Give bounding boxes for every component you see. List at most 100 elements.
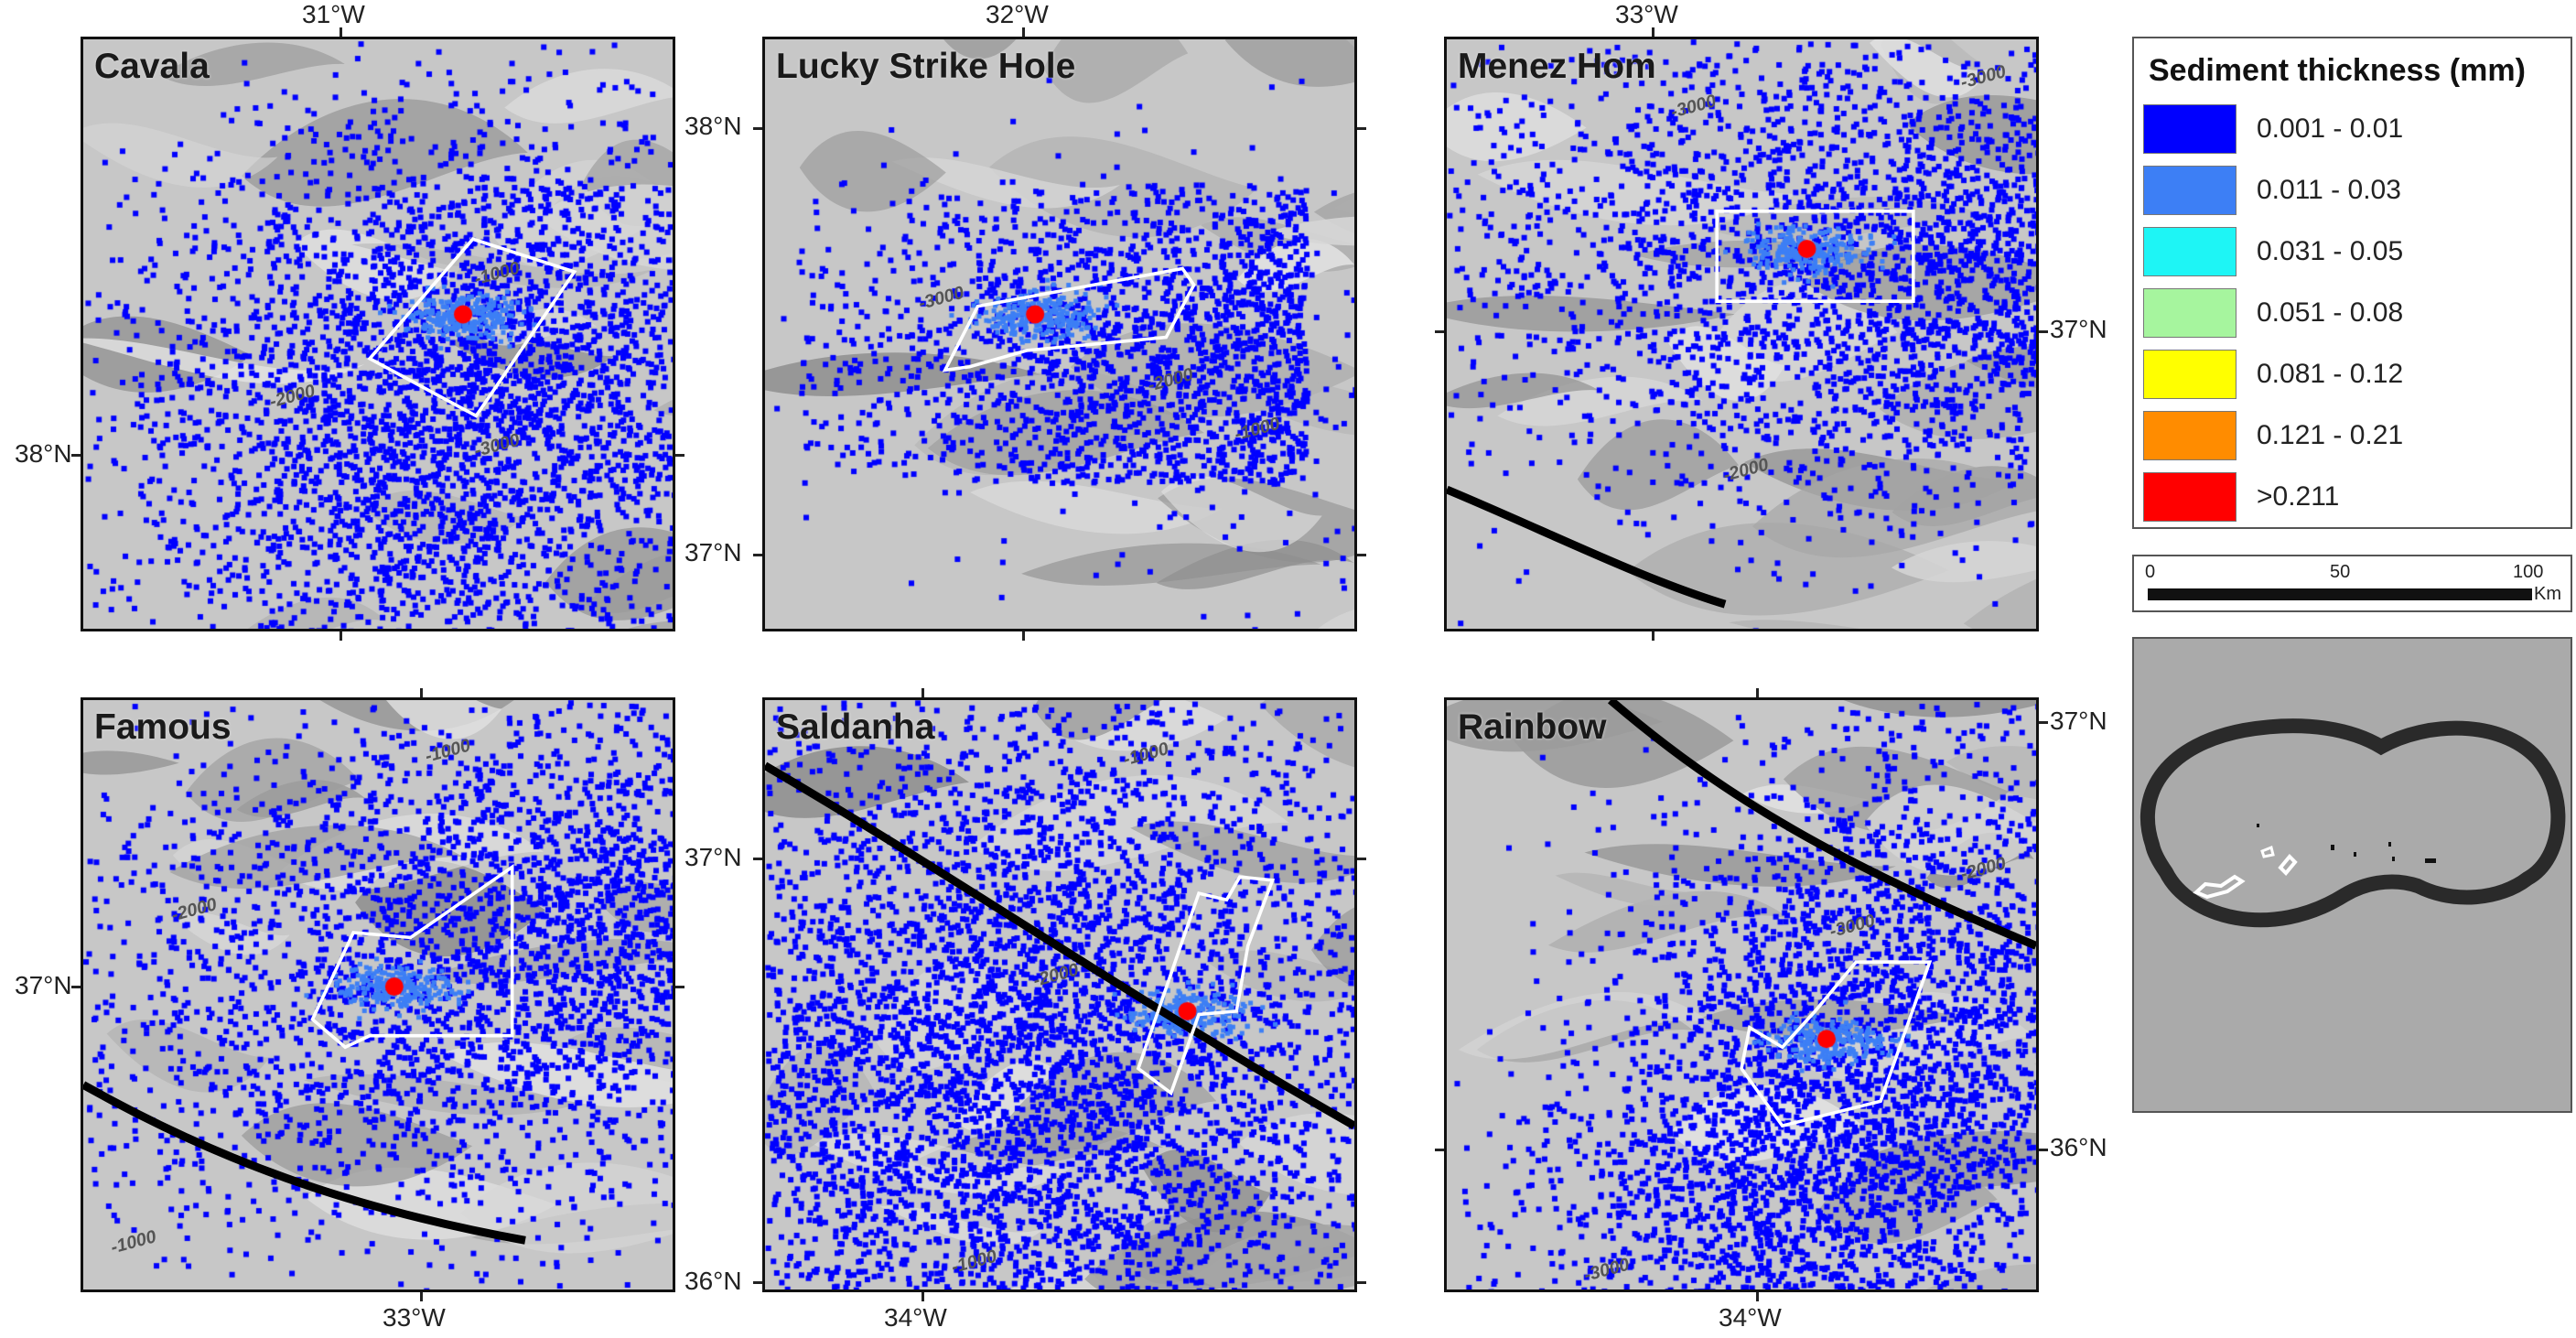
map-panel-saldanha: Saldanha -1000 -2000 -1000 [762,697,1357,1292]
lat-label: 36°N [2050,1133,2107,1161]
contour-label: -2000 [1958,853,2008,884]
eez-boundary-line [765,761,1354,1129]
legend-swatch [2143,104,2236,154]
scale-bar [2148,588,2532,600]
site-boundary [1740,960,1933,1128]
tick-mark [2039,1149,2048,1151]
sediment-plume [83,700,673,1289]
map-overlay: -3000 -2000 -1000 [917,266,1282,445]
site-boundary [942,266,1196,372]
tick-mark [2039,721,2048,724]
map-overlay: -1000 -2000 -3000 [267,237,577,461]
lat-label: 36°N [684,1267,742,1295]
tick-mark [2039,330,2048,333]
legend-swatch [2143,288,2236,338]
legend-label: 0.051 - 0.08 [2257,297,2404,328]
legend-item: 0.081 - 0.12 [2143,350,2564,401]
site-outline [2193,874,2246,900]
lon-label: 34°W [884,1303,947,1332]
lat-label: 37°N [684,843,742,871]
map-overlay: -3000 -3000 -2000 [1447,61,2008,609]
lon-label: 32°W [986,0,1049,28]
lat-label: 38°N [684,112,742,140]
tick-mark [1357,858,1366,860]
legend-swatch [2143,166,2236,215]
legend-label: 0.081 - 0.12 [2257,359,2404,389]
map-overlay: -1000 -2000 -1000 [83,736,526,1257]
contour-label: -2000 [267,381,317,412]
site-outline [2260,845,2275,858]
scale-label: 0 [2145,562,2156,582]
map-overlay: -1000 -2000 -1000 [765,739,1354,1278]
contour-label: -1000 [472,258,522,289]
site-marker [2388,842,2391,847]
tick-mark [922,1292,924,1301]
contour-label: -3000 [917,283,966,314]
contour-label: -3000 [472,430,522,461]
contour-label: -3000 [1827,911,1877,942]
site-outline [2278,854,2298,876]
eez-boundary-line [1607,700,2036,950]
eez-boundary [2140,718,2566,928]
site-marker [2425,858,2436,863]
tick-mark [1652,27,1654,37]
site-marker [2331,845,2334,850]
lon-label: 33°W [1615,0,1678,28]
legend-swatch [2143,350,2236,399]
scale-label: 50 [2330,562,2351,582]
tick-mark [753,858,762,860]
site-marker [2257,824,2259,827]
sediment-plume [765,700,1354,1289]
site-boundary [367,237,577,418]
legend-label: 0.001 - 0.01 [2257,113,2404,144]
legend-item: 0.051 - 0.08 [2143,288,2564,340]
map-overlay: -3000 -2000 -3000 [1582,700,2036,1286]
tick-mark [1652,631,1654,641]
site-boundary [310,864,514,1050]
tick-mark [420,688,423,697]
scale-label: 100 [2513,562,2544,582]
site-marker [2392,857,2395,861]
legend-title: Sediment thickness (mm) [2149,53,2526,88]
legend-item: >0.211 [2143,472,2564,523]
lat-label: 38°N [15,439,72,468]
site-boundary [1715,210,1915,304]
scale-unit: Km [2534,584,2561,604]
tick-mark [1357,127,1366,130]
legend-swatch [2143,411,2236,460]
panel-title: Cavala [94,47,210,86]
tick-mark [340,27,342,37]
contour-label: -3000 [1582,1255,1632,1286]
contour-label: -1000 [949,1246,998,1278]
legend-item: 0.001 - 0.01 [2143,104,2564,156]
tick-mark [340,631,342,641]
tick-mark [420,1292,423,1301]
overview-outline [2140,718,2566,928]
panel-title: Lucky Strike Hole [776,47,1076,86]
panel-title: Rainbow [1458,707,1607,747]
site-marker [2354,852,2356,857]
tick-mark [1022,631,1025,641]
lon-label: 34°W [1719,1303,1782,1332]
panel-title: Famous [94,707,232,747]
legend-item: 0.121 - 0.21 [2143,411,2564,462]
overview-map [2132,637,2572,1113]
contour-label: -3000 [1668,91,1718,122]
map-panel-famous: Famous -1000 -2000 -1000 [81,697,675,1292]
tick-mark [675,454,684,457]
eez-boundary-line [83,1081,526,1245]
lon-label: 33°W [383,1303,446,1332]
legend-label: 0.031 - 0.05 [2257,236,2404,266]
tick-mark [1756,1292,1759,1301]
tick-mark [675,986,684,988]
map-panel-menez-hom: Menez Hom -3000 -3000 -2000 [1444,37,2039,631]
contour-label: -2000 [169,894,219,925]
lat-label: 37°N [15,971,72,999]
lat-label: 37°N [684,538,742,566]
scale-bar-box: 0 50 100 Km [2132,555,2572,612]
map-panel-rainbow: Rainbow -3000 -2000 -3000 [1444,697,2039,1292]
legend-item: 0.031 - 0.05 [2143,227,2564,278]
tick-mark [753,554,762,556]
tick-mark [71,454,81,457]
map-panel-lucky-strike-hole: Lucky Strike Hole -3000 -2000 -1000 [762,37,1357,631]
